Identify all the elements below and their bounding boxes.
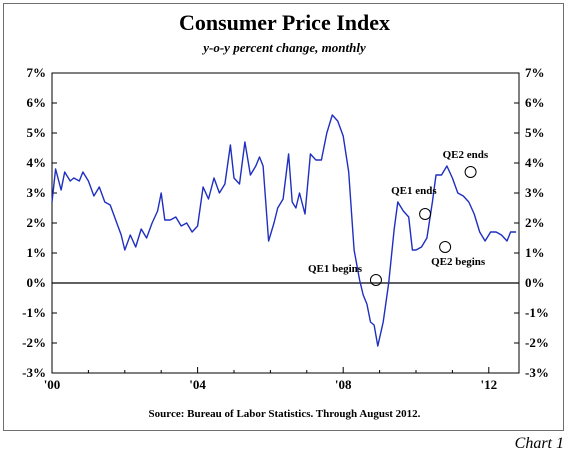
y-tick-label-left: 4% — [27, 155, 47, 170]
annotation-marker — [419, 208, 432, 220]
x-tick-label: '04 — [189, 377, 206, 392]
x-tick-label: '00 — [44, 377, 61, 392]
y-tick-label-left: 1% — [27, 245, 47, 260]
y-tick-label-left: 7% — [27, 65, 47, 80]
annotation-marker — [464, 166, 477, 178]
chart-title: Consumer Price Index — [178, 10, 391, 35]
plot-area — [51, 72, 520, 374]
chart-subtitle: y-o-y percent change, monthly — [203, 40, 366, 55]
y-tick-label-left: -1% — [22, 305, 46, 320]
y-tick-label-right: -3% — [525, 365, 549, 380]
y-tick-label-right: 3% — [525, 185, 545, 200]
y-tick-label-right: 0% — [525, 275, 545, 290]
y-tick-label-left: -2% — [22, 335, 46, 350]
y-tick-label-right: 2% — [525, 215, 545, 230]
y-tick-label-left: 2% — [27, 215, 47, 230]
y-tick-label-left: 3% — [27, 185, 47, 200]
y-tick-label-left: 6% — [27, 95, 47, 110]
x-axis: '00 '04 '08 '12 — [44, 367, 497, 392]
y-axis-left: 7% 6% 5% 4% 3% 2% 1% 0% -1% -2% -3% — [22, 65, 57, 380]
y-tick-label-left: 5% — [27, 125, 47, 140]
x-tick-label: '08 — [335, 377, 352, 392]
y-axis-right: 7% 6% 5% 4% 3% 2% 1% 0% -1% -2% -3% — [514, 65, 549, 380]
annotation-label: QE2 begins — [431, 256, 486, 268]
y-tick-label-left: 0% — [27, 275, 47, 290]
y-tick-label-right: -1% — [525, 305, 549, 320]
y-tick-label-right: 7% — [525, 65, 545, 80]
line-chart: 7% 6% 5% 4% 3% 2% 1% 0% -1% -2% -3% 7% 6% 5% 4% 3% 2% 1%… — [22, 65, 549, 392]
chart-number-label: Chart 1 — [514, 435, 564, 452]
annotation-label: QE1 ends — [391, 185, 437, 197]
annotation-label: QE1 begins — [308, 263, 363, 275]
y-tick-label-right: 4% — [525, 155, 545, 170]
annotation-marker — [369, 274, 382, 286]
y-tick-label-right: 5% — [525, 125, 545, 140]
source-note: Source: Bureau of Labor Statistics. Thro… — [148, 408, 421, 420]
x-tick-label: '12 — [480, 377, 497, 392]
cpi-series-line — [51, 114, 517, 347]
y-tick-label-right: 1% — [525, 245, 545, 260]
y-tick-label-right: -2% — [525, 335, 549, 350]
y-tick-label-right: 6% — [525, 95, 545, 110]
y-tick-label-left: -3% — [22, 365, 46, 380]
annotation-marker — [439, 241, 452, 253]
annotation-label: QE2 ends — [443, 149, 489, 161]
chart-frame: Consumer Price Index y-o-y percent chang… — [3, 3, 564, 431]
annotations: QE1 begins QE1 ends QE2 begins QE2 ends — [308, 149, 489, 286]
